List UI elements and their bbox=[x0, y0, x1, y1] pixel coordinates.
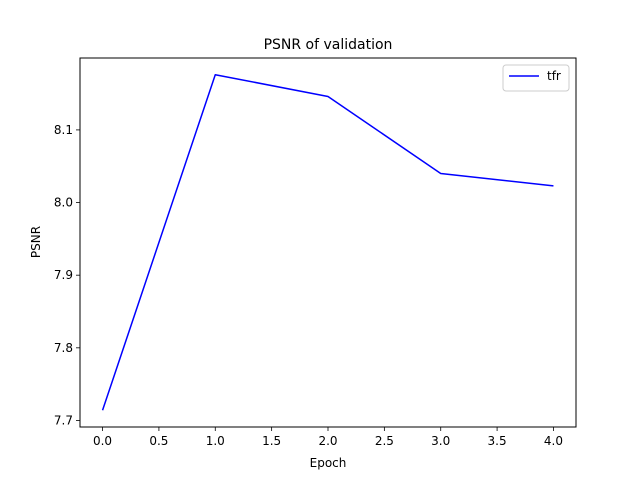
x-tick-label: 0.0 bbox=[93, 434, 112, 448]
x-tick-label: 0.5 bbox=[149, 434, 168, 448]
y-axis-ticks: 7.7 7.8 7.9 8.0 8.1 bbox=[54, 123, 80, 427]
y-tick-label: 8.1 bbox=[54, 123, 73, 137]
legend: tfr bbox=[502, 64, 570, 92]
x-axis-ticks: 0.0 0.5 1.0 1.5 2.0 2.5 3.0 3.5 4.0 bbox=[93, 427, 563, 448]
plot-area-frame bbox=[79, 57, 577, 428]
x-tick-label: 3.5 bbox=[488, 434, 507, 448]
legend-box bbox=[502, 64, 570, 92]
series-layer bbox=[101, 73, 554, 411]
x-tick-label: 1.5 bbox=[262, 434, 281, 448]
chart-title: PSNR of validation bbox=[264, 37, 393, 53]
y-axis-label: PSNR bbox=[29, 226, 43, 258]
x-tick-label: 4.0 bbox=[544, 434, 563, 448]
x-tick-label: 2.5 bbox=[375, 434, 394, 448]
x-tick-label: 3.0 bbox=[431, 434, 450, 448]
x-axis-label: Epoch bbox=[310, 456, 347, 470]
y-tick-label: 7.9 bbox=[54, 268, 73, 282]
x-tick-label: 1.0 bbox=[206, 434, 225, 448]
legend-label-tfr: tfr bbox=[547, 69, 561, 83]
x-tick-label: 2.0 bbox=[318, 434, 337, 448]
y-tick-label: 8.0 bbox=[54, 196, 73, 210]
y-tick-label: 7.8 bbox=[54, 341, 73, 355]
y-tick-label: 7.7 bbox=[54, 413, 73, 427]
series-line-tfr bbox=[101, 73, 554, 411]
